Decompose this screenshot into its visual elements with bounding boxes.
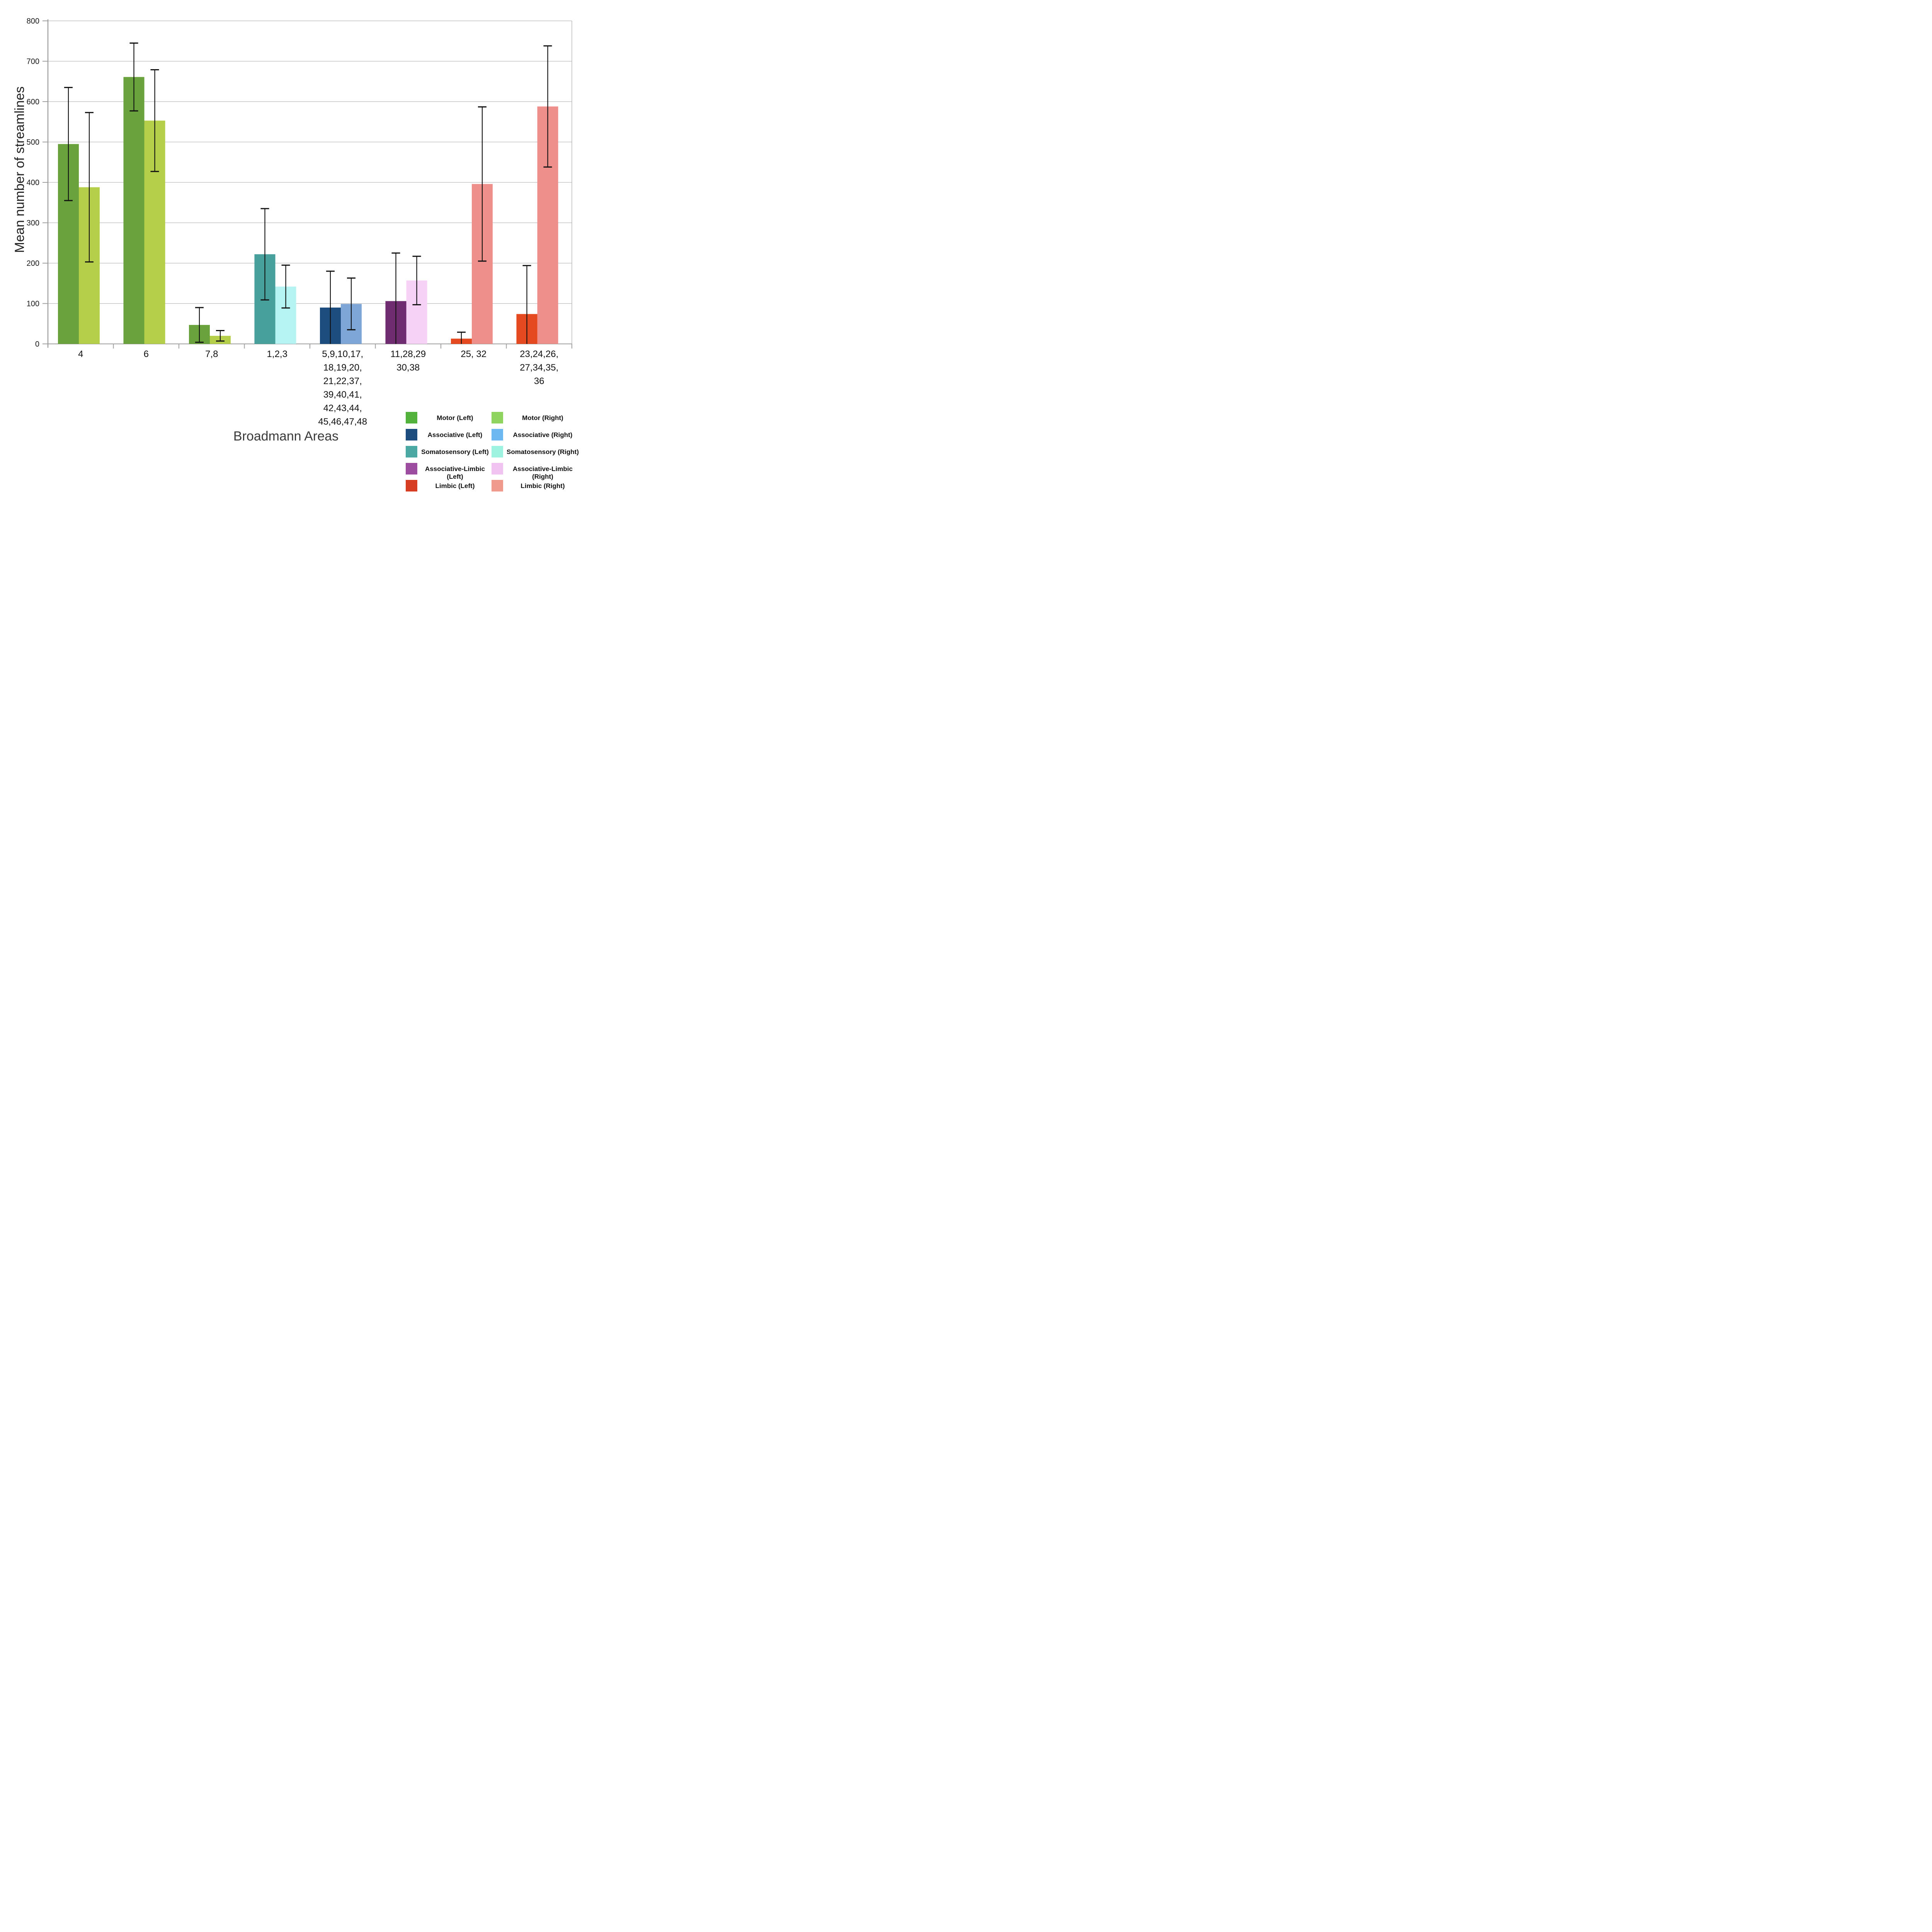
legend-swatch-associative-limbic-right (492, 463, 503, 474)
legend-label-associative-limbic-left: Associative-Limbic (Left) (425, 465, 485, 480)
legend-swatch-associative-right (492, 429, 503, 440)
legend-swatch-somatosensory-left (406, 446, 417, 457)
x-tick-label: 23,24,26, 27,34,35, 36 (520, 349, 558, 386)
legend-label-motor-right: Motor (Right) (522, 414, 563, 422)
x-tick-label: 11,28,29 30,38 (390, 349, 426, 373)
y-tick-label: 0 (35, 340, 39, 349)
x-tick-label: 25, 32 (461, 349, 486, 359)
y-axis-title: Mean number of streamlines (12, 86, 27, 253)
x-axis-title: Broadmann Areas (233, 429, 339, 444)
y-tick-label: 700 (27, 58, 39, 66)
legend-swatch-motor-right (492, 412, 503, 423)
y-tick-label: 400 (27, 179, 39, 187)
bar-chart: 0 100 200 300 400 500 600 700 800 4 6 7,8 1,2,3 5,9,1… (27, 17, 572, 427)
bar-motor-left-group2 (123, 77, 145, 344)
y-tick-label: 100 (27, 300, 39, 308)
y-tick-label: 800 (27, 17, 39, 26)
legend-swatch-associative-limbic-left (406, 463, 417, 474)
x-tick-label: 7,8 (205, 349, 218, 359)
legend-label-somatosensory-left: Somatosensory (Left) (421, 448, 489, 456)
chart-page: 0 100 200 300 400 500 600 700 800 4 6 7,8 1,2,3 5,9,1… (0, 0, 580, 505)
y-tick-label: 500 (27, 138, 39, 147)
legend-label-limbic-right: Limbic (Right) (520, 482, 565, 490)
legend-label-associative-left: Associative (Left) (427, 431, 483, 439)
legend-swatch-motor-left (406, 412, 417, 423)
legend-label-associative-limbic-right: Associative-Limbic (Right) (513, 465, 573, 480)
x-tick-label: 6 (144, 349, 149, 359)
legend-swatch-somatosensory-right (492, 446, 503, 457)
x-tick-label: 1,2,3 (267, 349, 287, 359)
legend-swatch-limbic-left (406, 480, 417, 492)
legend-label-associative-right: Associative (Right) (513, 431, 573, 439)
x-tick-label: 4 (78, 349, 83, 359)
y-tick-label: 600 (27, 98, 39, 106)
legend-label-somatosensory-right: Somatosensory (Right) (506, 448, 579, 456)
legend-label-motor-left: Motor (Left) (437, 414, 473, 422)
legend-swatch-associative-left (406, 429, 417, 440)
legend-label-limbic-left: Limbic (Left) (435, 482, 475, 490)
legend-swatch-limbic-right (492, 480, 503, 492)
y-tick-label: 200 (27, 259, 39, 268)
x-tick-label: 5,9,10,17, 18,19,20, 21,22,37, 39,40,41, 42,… (318, 349, 367, 427)
y-tick-label: 300 (27, 219, 39, 228)
